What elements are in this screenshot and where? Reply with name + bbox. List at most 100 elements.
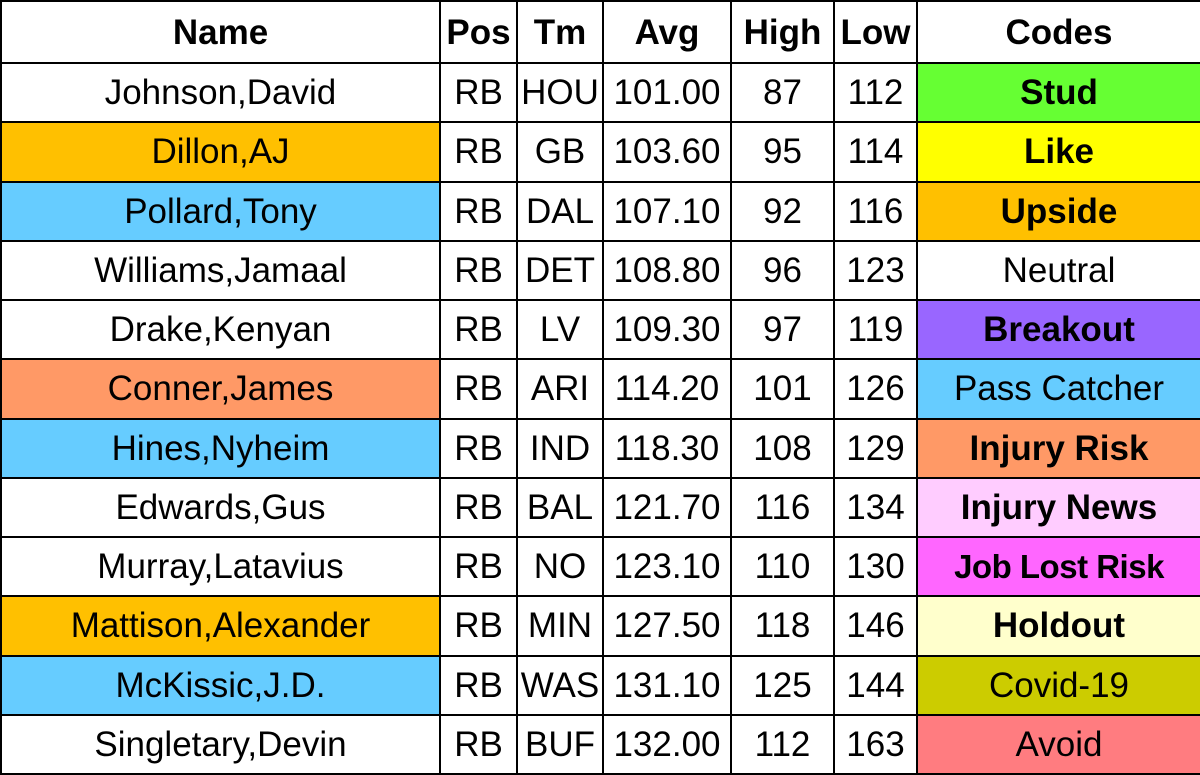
low-cell: 163 <box>833 713 918 775</box>
team-cell: WAS <box>516 654 604 716</box>
high-cell: 118 <box>730 595 835 657</box>
code-cell: Pass Catcher <box>916 358 1200 420</box>
code-cell: Injury News <box>916 476 1200 539</box>
low-cell: 134 <box>833 476 918 539</box>
player-name-cell: Johnson,David <box>0 61 441 124</box>
table-row: Edwards,Gus RB BAL 121.70 116 134 Injury News <box>0 476 1200 539</box>
table-row: McKissic,J.D. RB WAS 131.10 125 144 Covid-19 <box>0 654 1200 716</box>
low-cell: 116 <box>833 180 918 242</box>
high-cell: 87 <box>730 61 835 124</box>
table-row: Mattison,Alexander RB MIN 127.50 118 146 Holdo… <box>0 595 1200 657</box>
table-row: Drake,Kenyan RB LV 109.30 97 119 Breakout <box>0 298 1200 361</box>
high-cell: 95 <box>730 121 835 183</box>
avg-cell: 114.20 <box>602 358 732 420</box>
avg-cell: 123.10 <box>602 535 732 598</box>
avg-cell: 109.30 <box>602 298 732 361</box>
high-cell: 116 <box>730 476 835 539</box>
position-cell: RB <box>439 298 518 361</box>
player-name-cell: Singletary,Devin <box>0 713 441 775</box>
header-row: Name Pos Tm Avg High Low Codes <box>0 0 1200 64</box>
header-pos: Pos <box>439 0 518 64</box>
header-tm: Tm <box>516 0 604 64</box>
position-cell: RB <box>439 61 518 124</box>
team-cell: IND <box>516 417 604 479</box>
team-cell: ARI <box>516 358 604 420</box>
position-cell: RB <box>439 535 518 598</box>
low-cell: 146 <box>833 595 918 657</box>
table-row: Johnson,David RB HOU 101.00 87 112 Stud <box>0 61 1200 124</box>
position-cell: RB <box>439 713 518 775</box>
avg-cell: 108.80 <box>602 239 732 302</box>
team-cell: BAL <box>516 476 604 539</box>
table-row: Murray,Latavius RB NO 123.10 110 130 Job Lost … <box>0 535 1200 598</box>
team-cell: HOU <box>516 61 604 124</box>
position-cell: RB <box>439 239 518 302</box>
header-codes: Codes <box>916 0 1200 64</box>
table-row: Pollard,Tony RB DAL 107.10 92 116 Upside <box>0 180 1200 242</box>
team-cell: GB <box>516 121 604 183</box>
code-cell: Stud <box>916 61 1200 124</box>
position-cell: RB <box>439 595 518 657</box>
player-name-cell: Williams,Jamaal <box>0 239 441 302</box>
team-cell: BUF <box>516 713 604 775</box>
player-name-cell: Mattison,Alexander <box>0 595 441 657</box>
table-row: Hines,Nyheim RB IND 118.30 108 129 Injury Risk <box>0 417 1200 479</box>
header-avg: Avg <box>602 0 732 64</box>
high-cell: 110 <box>730 535 835 598</box>
high-cell: 92 <box>730 180 835 242</box>
team-cell: DAL <box>516 180 604 242</box>
table-row: Williams,Jamaal RB DET 108.80 96 123 Neutral <box>0 239 1200 302</box>
position-cell: RB <box>439 180 518 242</box>
high-cell: 112 <box>730 713 835 775</box>
avg-cell: 127.50 <box>602 595 732 657</box>
team-cell: LV <box>516 298 604 361</box>
code-cell: Avoid <box>916 713 1200 775</box>
low-cell: 144 <box>833 654 918 716</box>
player-name-cell: Murray,Latavius <box>0 535 441 598</box>
code-cell: Neutral <box>916 239 1200 302</box>
avg-cell: 101.00 <box>602 61 732 124</box>
high-cell: 96 <box>730 239 835 302</box>
table-row: Conner,James RB ARI 114.20 101 126 Pass Catche… <box>0 358 1200 420</box>
code-cell: Holdout <box>916 595 1200 657</box>
code-cell: Breakout <box>916 298 1200 361</box>
code-cell: Job Lost Risk <box>916 535 1200 598</box>
player-name-cell: Drake,Kenyan <box>0 298 441 361</box>
position-cell: RB <box>439 476 518 539</box>
low-cell: 119 <box>833 298 918 361</box>
avg-cell: 103.60 <box>602 121 732 183</box>
header-name: Name <box>0 0 441 64</box>
avg-cell: 121.70 <box>602 476 732 539</box>
team-cell: NO <box>516 535 604 598</box>
position-cell: RB <box>439 417 518 479</box>
high-cell: 108 <box>730 417 835 479</box>
low-cell: 126 <box>833 358 918 420</box>
low-cell: 114 <box>833 121 918 183</box>
position-cell: RB <box>439 121 518 183</box>
avg-cell: 107.10 <box>602 180 732 242</box>
low-cell: 129 <box>833 417 918 479</box>
code-cell: Upside <box>916 180 1200 242</box>
table-row: Singletary,Devin RB BUF 132.00 112 163 Avoid <box>0 713 1200 775</box>
code-cell: Like <box>916 121 1200 183</box>
player-name-cell: Hines,Nyheim <box>0 417 441 479</box>
player-name-cell: McKissic,J.D. <box>0 654 441 716</box>
position-cell: RB <box>439 358 518 420</box>
avg-cell: 132.00 <box>602 713 732 775</box>
header-low: Low <box>833 0 918 64</box>
player-name-cell: Pollard,Tony <box>0 180 441 242</box>
high-cell: 97 <box>730 298 835 361</box>
low-cell: 123 <box>833 239 918 302</box>
team-cell: MIN <box>516 595 604 657</box>
avg-cell: 118.30 <box>602 417 732 479</box>
player-name-cell: Edwards,Gus <box>0 476 441 539</box>
high-cell: 125 <box>730 654 835 716</box>
code-cell: Injury Risk <box>916 417 1200 479</box>
team-cell: DET <box>516 239 604 302</box>
table-body: Johnson,David RB HOU 101.00 87 112 Stud Dillon,… <box>0 61 1200 775</box>
player-name-cell: Dillon,AJ <box>0 121 441 183</box>
low-cell: 112 <box>833 61 918 124</box>
player-name-cell: Conner,James <box>0 358 441 420</box>
avg-cell: 131.10 <box>602 654 732 716</box>
code-cell: Covid-19 <box>916 654 1200 716</box>
